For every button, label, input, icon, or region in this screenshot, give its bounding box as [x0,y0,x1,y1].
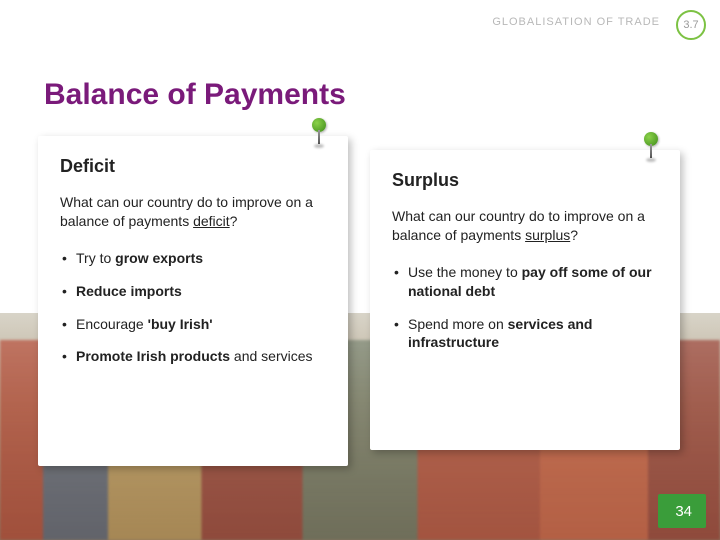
bullet-pre: Try to [76,250,115,266]
bullet-pre: Spend more on [408,316,508,332]
list-item: Promote Irish products and services [60,347,326,366]
bullet-pre: Encourage [76,316,148,332]
slide: GLOBALISATION OF TRADE 3.7 Balance of Pa… [0,0,720,540]
surplus-question-underline: surplus [525,227,570,243]
surplus-question: What can our country do to improve on a … [392,207,658,245]
surplus-bullets: Use the money to pay off some of our nat… [392,263,658,353]
list-item: Try to grow exports [60,249,326,268]
deficit-question: What can our country do to improve on a … [60,193,326,231]
list-item: Encourage 'buy Irish' [60,315,326,334]
page-number: 34 [675,503,692,520]
bullet-bold: grow exports [115,250,203,266]
surplus-question-post: ? [570,227,578,243]
deficit-question-underline: deficit [193,213,230,229]
bullet-bold: Promote Irish products [76,348,230,364]
list-item: Spend more on services and infrastructur… [392,315,658,353]
surplus-panel: Surplus What can our country do to impro… [370,150,680,450]
header-section-badge: 3.7 [676,10,706,40]
bullet-pre: Use the money to [408,264,522,280]
header-topic-label: GLOBALISATION OF TRADE [492,16,660,28]
deficit-question-post: ? [230,213,238,229]
pushpin-icon [308,118,330,148]
surplus-question-pre: What can our country do to improve on a … [392,208,645,243]
surplus-heading: Surplus [392,170,658,191]
bullet-bold: Reduce imports [76,283,182,299]
deficit-question-pre: What can our country do to improve on a … [60,194,313,229]
page-title: Balance of Payments [44,78,346,112]
deficit-bullets: Try to grow exports Reduce imports Encou… [60,249,326,367]
deficit-heading: Deficit [60,156,326,177]
bullet-post: and services [230,348,312,364]
list-item: Use the money to pay off some of our nat… [392,263,658,301]
bullet-bold: 'buy Irish' [148,316,213,332]
deficit-panel: Deficit What can our country do to impro… [38,136,348,466]
pushpin-icon [640,132,662,162]
list-item: Reduce imports [60,282,326,301]
